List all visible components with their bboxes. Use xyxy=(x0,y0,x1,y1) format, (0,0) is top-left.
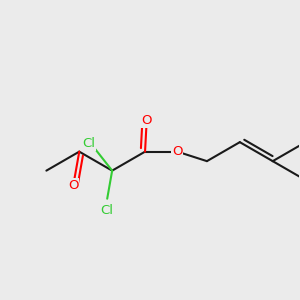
Text: Cl: Cl xyxy=(101,204,114,217)
Text: O: O xyxy=(68,178,79,192)
Text: O: O xyxy=(141,114,152,127)
Text: O: O xyxy=(172,145,183,158)
Text: Cl: Cl xyxy=(82,137,95,150)
